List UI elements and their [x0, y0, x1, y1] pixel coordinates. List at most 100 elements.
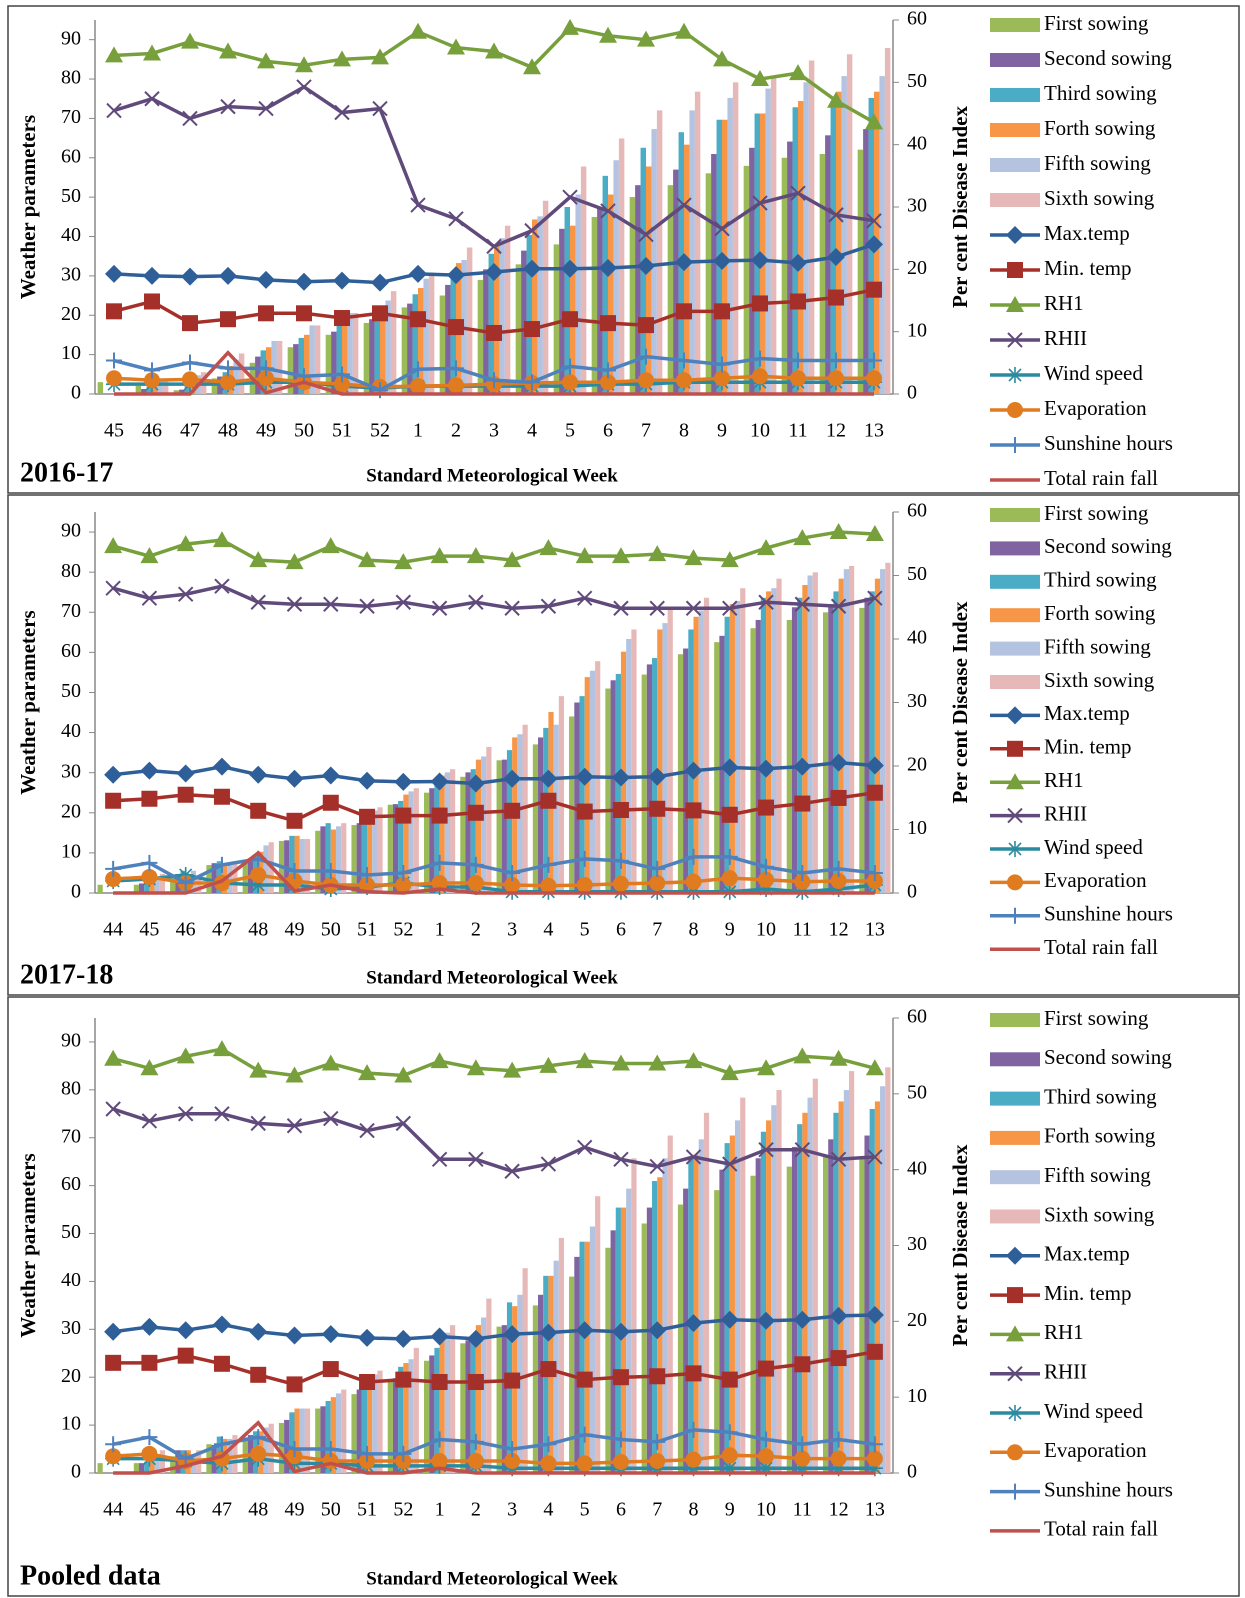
- y-tick-label: 60: [61, 1173, 81, 1195]
- marker: [1007, 437, 1023, 453]
- marker: [830, 1450, 847, 1467]
- marker: [611, 547, 630, 564]
- marker: [637, 30, 655, 47]
- marker: [485, 262, 503, 281]
- bar: [651, 129, 657, 395]
- bar: [766, 1120, 772, 1473]
- marker: [758, 1431, 775, 1448]
- bar: [412, 294, 418, 394]
- line: [112, 1107, 875, 1174]
- legend-label: Min. temp: [1044, 735, 1132, 759]
- bar: [342, 319, 348, 394]
- marker: [829, 753, 848, 772]
- bar: [879, 76, 885, 394]
- marker: [431, 807, 448, 824]
- x-tick-label: 5: [565, 420, 575, 442]
- bar: [271, 341, 277, 394]
- bar: [232, 1435, 238, 1473]
- bar: [449, 1325, 456, 1473]
- bar: [287, 347, 294, 394]
- bar: [591, 216, 598, 394]
- x-tick-label: 49: [256, 420, 276, 442]
- marker: [866, 1450, 883, 1467]
- x-tick-label: 44: [103, 1499, 123, 1521]
- x-tick-label: 4: [543, 919, 553, 941]
- marker: [613, 1151, 629, 1167]
- bar: [408, 791, 414, 893]
- marker: [649, 1433, 666, 1450]
- marker: [562, 358, 578, 375]
- legend-label: Fifth sowing: [1044, 634, 1151, 658]
- y2-tick-label: 30: [907, 1233, 927, 1255]
- marker: [758, 1142, 774, 1158]
- panel-border: [7, 996, 1240, 1597]
- bar: [475, 759, 482, 893]
- marker: [431, 1453, 448, 1470]
- bar: [97, 382, 104, 394]
- marker: [322, 1361, 339, 1378]
- bar: [792, 107, 798, 395]
- marker: [685, 1421, 702, 1438]
- x-axis-title: Standard Meteorological Week: [366, 967, 618, 988]
- marker: [372, 305, 388, 322]
- bar: [374, 312, 380, 394]
- marker: [359, 1122, 375, 1139]
- marker: [575, 1052, 594, 1069]
- bar: [608, 194, 614, 394]
- legend-label: Wind speed: [1044, 835, 1143, 859]
- legend-swatch: [990, 1091, 1040, 1106]
- legend-swatch: [990, 641, 1040, 656]
- marker: [752, 195, 768, 211]
- marker: [466, 1059, 485, 1076]
- x-tick-label: 3: [489, 420, 499, 442]
- marker: [212, 1315, 231, 1334]
- bar: [196, 877, 202, 893]
- bar: [278, 1422, 285, 1473]
- bar: [475, 1325, 482, 1473]
- marker: [430, 772, 449, 791]
- marker: [721, 806, 738, 823]
- marker: [649, 800, 666, 817]
- marker: [105, 1436, 122, 1453]
- marker: [106, 303, 122, 320]
- marker: [359, 876, 376, 893]
- marker: [676, 372, 692, 389]
- marker: [714, 370, 730, 387]
- y-tick-label: 20: [61, 1365, 81, 1387]
- bar: [352, 312, 359, 394]
- legend-label: Sixth sowing: [1044, 1202, 1155, 1226]
- marker: [830, 1431, 847, 1448]
- bar: [727, 97, 733, 395]
- bar: [496, 1326, 502, 1473]
- marker: [182, 371, 198, 388]
- bar: [558, 696, 565, 893]
- marker: [638, 317, 654, 334]
- marker: [1007, 402, 1023, 418]
- marker: [285, 553, 304, 570]
- marker: [685, 600, 702, 616]
- bar: [341, 1389, 347, 1473]
- marker: [793, 757, 812, 776]
- marker: [794, 596, 811, 612]
- bar: [884, 48, 891, 395]
- marker: [575, 1321, 594, 1340]
- bar: [631, 629, 637, 893]
- y-tick-label: 0: [71, 382, 81, 404]
- legend-label: RHII: [1044, 1360, 1087, 1384]
- x-tick-label: 3: [507, 1499, 517, 1521]
- y2-tick-label: 40: [907, 1157, 927, 1179]
- bar: [602, 175, 608, 394]
- bar: [133, 884, 140, 893]
- marker: [141, 790, 158, 807]
- y-tick-label: 0: [71, 881, 81, 903]
- x-tick-label: 4: [543, 1499, 553, 1521]
- bar: [336, 325, 342, 394]
- x-tick-label: 1: [413, 420, 423, 442]
- marker: [176, 1047, 195, 1064]
- marker: [503, 769, 522, 788]
- bar: [392, 804, 399, 893]
- bar: [299, 839, 305, 893]
- bar: [294, 835, 300, 893]
- marker: [504, 864, 521, 881]
- marker: [562, 189, 578, 205]
